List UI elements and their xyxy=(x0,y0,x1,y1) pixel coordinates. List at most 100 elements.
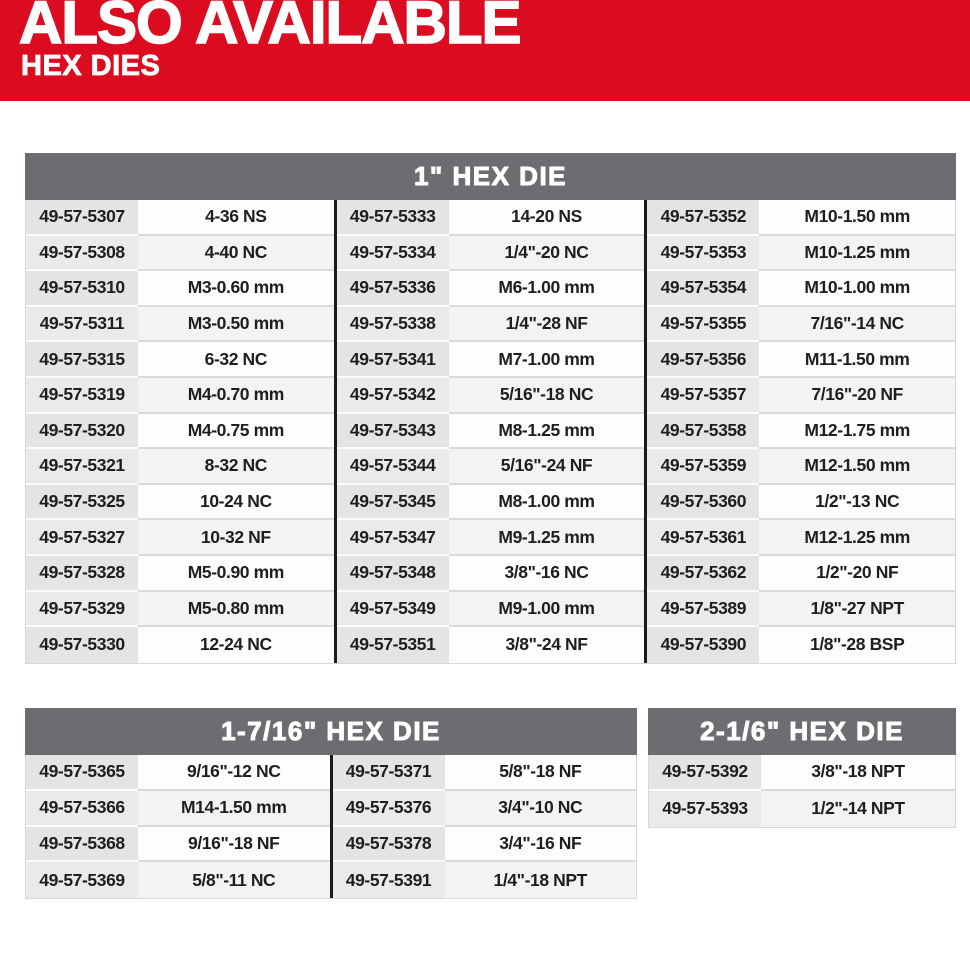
part-number-cell: 49-57-5391 xyxy=(332,862,445,898)
table-row: 49-57-5308 4-40 NC xyxy=(26,235,334,272)
table-row: 49-57-5352 M10-1.50 mm xyxy=(647,200,956,236)
table-row: 49-57-5319 M4-0.70 mm xyxy=(26,377,334,414)
part-number-cell: 49-57-5362 xyxy=(647,555,760,592)
part-number-cell: 49-57-5368 xyxy=(26,826,138,863)
size-cell: M4-0.75 mm xyxy=(138,413,334,450)
part-number-cell: 49-57-5361 xyxy=(647,520,760,556)
table-row: 49-57-5368 9/16"-18 NF xyxy=(26,826,330,863)
table-row: 49-57-5366 M14-1.50 mm xyxy=(26,790,330,827)
table-title-1-7-16in: 1-7/16" HEX DIE xyxy=(25,708,637,755)
size-cell: 9/16"-12 NC xyxy=(138,755,330,791)
part-number-cell: 49-57-5310 xyxy=(26,271,138,307)
part-number-cell: 49-57-5320 xyxy=(26,413,138,450)
table-row: 49-57-5360 1/2"-13 NC xyxy=(647,484,956,521)
part-number-cell: 49-57-5344 xyxy=(336,449,449,485)
size-cell: M6-1.00 mm xyxy=(448,271,645,307)
table-row: 49-57-5361 M12-1.25 mm xyxy=(647,520,956,556)
size-cell: 1/4"-18 NPT xyxy=(444,862,636,898)
part-number-cell: 49-57-5330 xyxy=(26,627,138,663)
part-number-cell: 49-57-5366 xyxy=(26,790,138,827)
size-cell: 3/8"-24 NF xyxy=(448,627,645,663)
size-cell: 5/8"-18 NF xyxy=(444,755,636,791)
table-title-2-1-6in: 2-1/6" HEX DIE xyxy=(648,708,956,755)
part-number-cell: 49-57-5351 xyxy=(336,627,449,663)
size-cell: 3/4"-10 NC xyxy=(444,790,636,827)
table-row: 49-57-5354 M10-1.00 mm xyxy=(647,271,956,307)
table-row: 49-57-5376 3/4"-10 NC xyxy=(332,790,636,827)
table-body: 49-57-5392 3/8"-18 NPT 49-57-5393 1/2"-14 N… xyxy=(648,755,956,828)
table-row: 49-57-5369 5/8"-11 NC xyxy=(26,862,330,898)
size-cell: 14-20 NS xyxy=(448,200,645,236)
table-row: 49-57-5325 10-24 NC xyxy=(26,484,334,521)
table-row: 49-57-5378 3/4"-16 NF xyxy=(332,826,636,863)
column-divider xyxy=(644,200,648,663)
part-number-cell: 49-57-5354 xyxy=(647,271,760,307)
size-cell: 5/16"-18 NC xyxy=(448,377,645,414)
table-row: 49-57-5333 14-20 NS xyxy=(336,200,645,236)
table-row: 49-57-5356 M11-1.50 mm xyxy=(647,342,956,378)
size-cell: 3/4"-16 NF xyxy=(444,826,636,863)
table-column-group: 49-57-5371 5/8"-18 NF 49-57-5376 3/4"-10 NC… xyxy=(332,755,636,898)
table-row: 49-57-5351 3/8"-24 NF xyxy=(336,627,645,663)
size-cell: M11-1.50 mm xyxy=(759,342,956,378)
size-cell: M3-0.50 mm xyxy=(138,306,334,343)
part-number-cell: 49-57-5371 xyxy=(332,755,445,791)
table-row: 49-57-5390 1/8"-28 BSP xyxy=(647,627,956,663)
table-row: 49-57-5336 M6-1.00 mm xyxy=(336,271,645,307)
part-number-cell: 49-57-5345 xyxy=(336,484,449,521)
part-number-cell: 49-57-5321 xyxy=(26,449,138,485)
hex-die-table-1-7-16in: 1-7/16" HEX DIE 49-57-5365 9/16"-12 NC 49-… xyxy=(25,708,637,899)
size-cell: M14-1.50 mm xyxy=(138,790,330,827)
part-number-cell: 49-57-5348 xyxy=(336,555,449,592)
size-cell: 1/2"-14 NPT xyxy=(761,790,955,827)
table-row: 49-57-5344 5/16"-24 NF xyxy=(336,449,645,485)
size-cell: M12-1.75 mm xyxy=(759,413,956,450)
table-row: 49-57-5353 M10-1.25 mm xyxy=(647,235,956,272)
part-number-cell: 49-57-5376 xyxy=(332,790,445,827)
table-row: 49-57-5391 1/4"-18 NPT xyxy=(332,862,636,898)
size-cell: M10-1.50 mm xyxy=(759,200,956,236)
size-cell: M5-0.90 mm xyxy=(138,555,334,592)
part-number-cell: 49-57-5356 xyxy=(647,342,760,378)
part-number-cell: 49-57-5334 xyxy=(336,235,449,272)
table-row: 49-57-5355 7/16"-14 NC xyxy=(647,306,956,343)
size-cell: 3/8"-16 NC xyxy=(448,555,645,592)
table-row: 49-57-5315 6-32 NC xyxy=(26,342,334,378)
size-cell: 6-32 NC xyxy=(138,342,334,378)
part-number-cell: 49-57-5389 xyxy=(647,591,760,628)
column-divider xyxy=(329,755,333,898)
table-column-group: 49-57-5392 3/8"-18 NPT 49-57-5393 1/2"-14 N… xyxy=(649,755,955,827)
part-number-cell: 49-57-5392 xyxy=(649,755,761,791)
part-number-cell: 49-57-5308 xyxy=(26,235,138,272)
table-title-1in: 1" HEX DIE xyxy=(25,153,956,200)
table-row: 49-57-5392 3/8"-18 NPT xyxy=(649,755,955,791)
part-number-cell: 49-57-5357 xyxy=(647,377,760,414)
table-column-group: 49-57-5352 M10-1.50 mm 49-57-5353 M10-1.25 … xyxy=(647,200,956,663)
size-cell: M8-1.00 mm xyxy=(448,484,645,521)
part-number-cell: 49-57-5342 xyxy=(336,377,449,414)
size-cell: 1/8"-28 BSP xyxy=(759,627,956,663)
table-row: 49-57-5334 1/4"-20 NC xyxy=(336,235,645,272)
part-number-cell: 49-57-5328 xyxy=(26,555,138,592)
size-cell: M9-1.25 mm xyxy=(448,520,645,556)
table-row: 49-57-5329 M5-0.80 mm xyxy=(26,591,334,628)
table-row: 49-57-5349 M9-1.00 mm xyxy=(336,591,645,628)
hex-die-table-1in: 1" HEX DIE 49-57-5307 4-36 NS 49-57-5308 4-… xyxy=(25,153,956,664)
size-cell: M12-1.50 mm xyxy=(759,449,956,485)
part-number-cell: 49-57-5353 xyxy=(647,235,760,272)
part-number-cell: 49-57-5311 xyxy=(26,306,138,343)
banner: ALSO AVAILABLE HEX DIES xyxy=(0,0,970,101)
part-number-cell: 49-57-5355 xyxy=(647,306,760,343)
size-cell: M4-0.70 mm xyxy=(138,377,334,414)
part-number-cell: 49-57-5336 xyxy=(336,271,449,307)
hex-die-table-2-1-6in: 2-1/6" HEX DIE 49-57-5392 3/8"-18 NPT 49-5… xyxy=(648,708,956,828)
table-row: 49-57-5342 5/16"-18 NC xyxy=(336,377,645,414)
part-number-cell: 49-57-5359 xyxy=(647,449,760,485)
size-cell: 4-36 NS xyxy=(138,200,334,236)
part-number-cell: 49-57-5369 xyxy=(26,862,138,898)
table-body: 49-57-5307 4-36 NS 49-57-5308 4-40 NC 49-57-… xyxy=(25,200,956,664)
size-cell: M12-1.25 mm xyxy=(759,520,956,556)
table-row: 49-57-5338 1/4"-28 NF xyxy=(336,306,645,343)
size-cell: 10-24 NC xyxy=(138,484,334,521)
banner-subtitle: HEX DIES xyxy=(21,50,161,82)
